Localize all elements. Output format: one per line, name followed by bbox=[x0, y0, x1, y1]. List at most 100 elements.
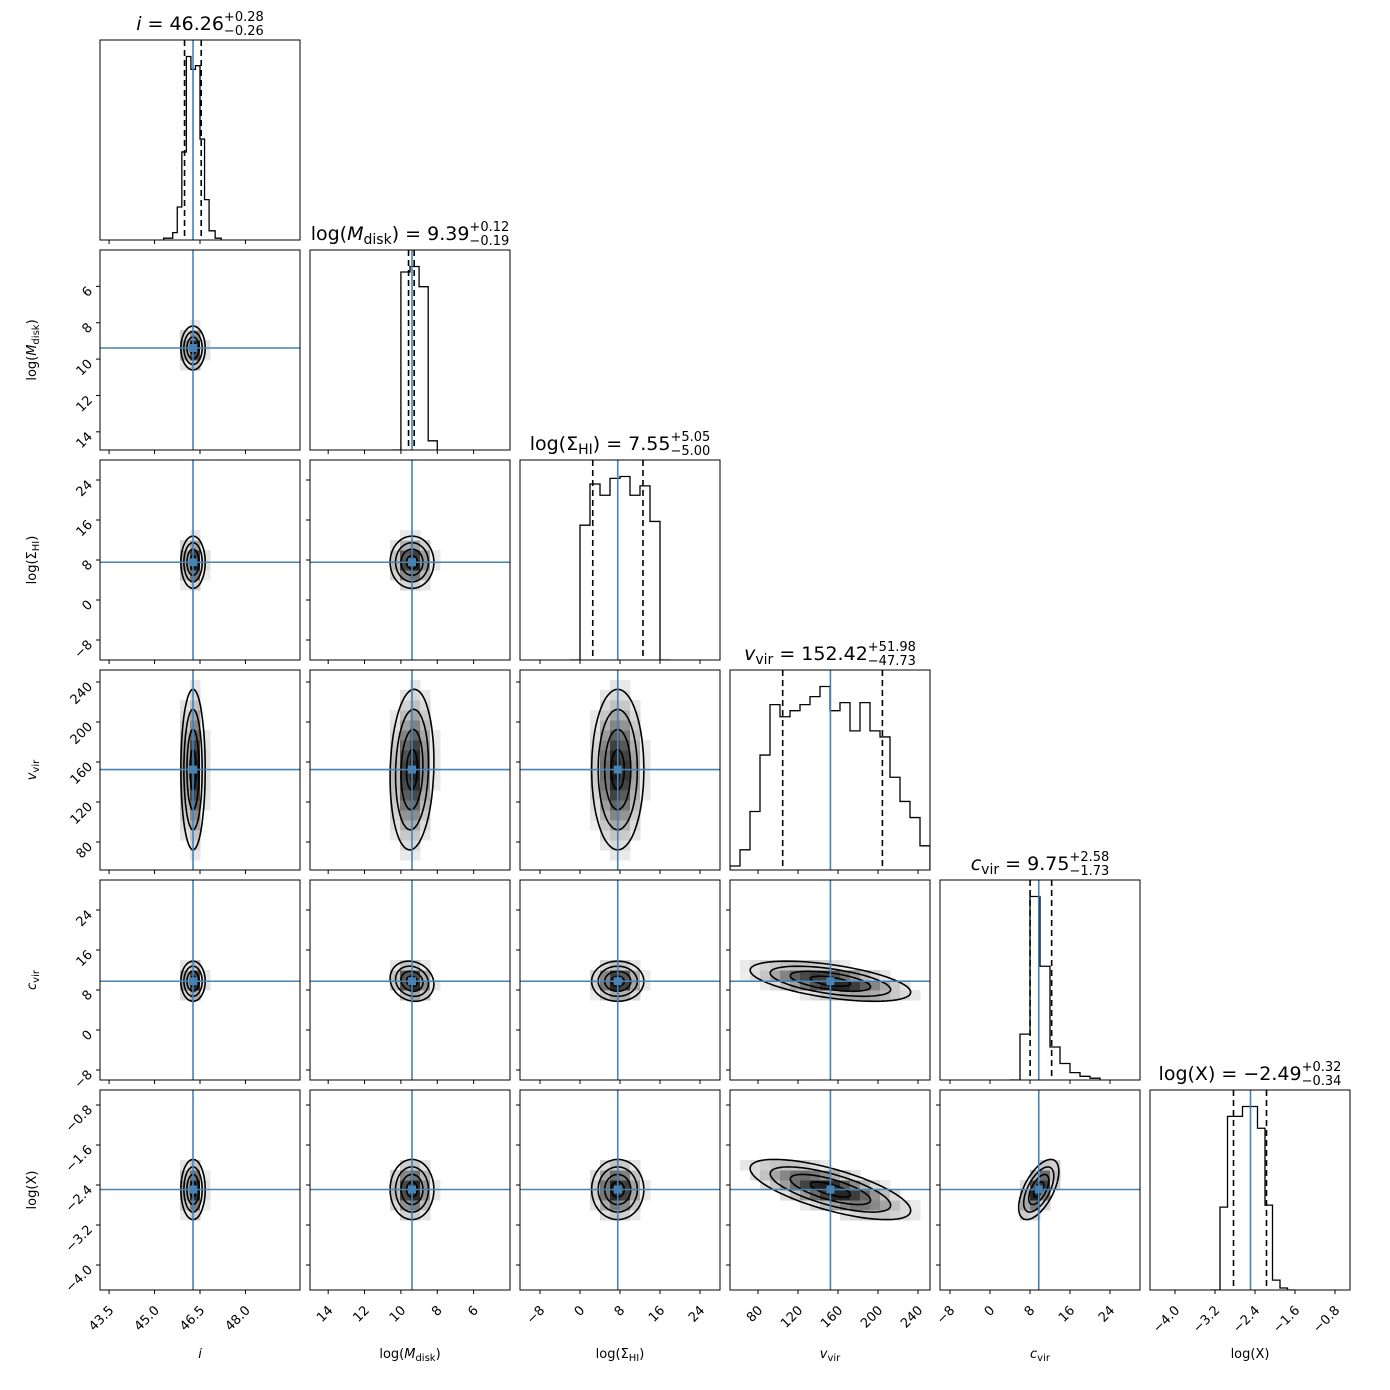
y-tick-label: −8 bbox=[72, 638, 96, 662]
contour-level-1 bbox=[405, 975, 419, 988]
panel-i-vs-c_vir: −8 0 8 16 24 cvir bbox=[25, 879, 301, 1092]
y-tick-label: −3.2 bbox=[63, 1223, 96, 1256]
truth-marker bbox=[408, 1185, 416, 1194]
x-tick-label: 24 bbox=[1096, 1303, 1118, 1325]
x-tick-label: 48.0 bbox=[223, 1303, 254, 1334]
title-i: i = 46.26+0.28 −0.26 bbox=[136, 10, 264, 39]
x-tick-label: −0.8 bbox=[1310, 1303, 1343, 1336]
contour-level-2 bbox=[603, 1173, 632, 1206]
contour-level-2 bbox=[603, 970, 632, 993]
panel-frame bbox=[309, 249, 511, 451]
x-axis-label-i: i bbox=[198, 1347, 202, 1362]
contour-level-1 bbox=[405, 554, 419, 570]
panel-frame bbox=[309, 669, 511, 871]
truth-marker bbox=[613, 1185, 622, 1194]
contour-level-3 bbox=[394, 1166, 430, 1213]
x-tick-label: −3.2 bbox=[1190, 1303, 1223, 1336]
y-tick-label: −1.6 bbox=[63, 1143, 96, 1176]
y-tick-label: 160 bbox=[68, 760, 96, 788]
y-tick-label: −8 bbox=[72, 1068, 96, 1092]
contour-level-4 bbox=[389, 535, 435, 590]
svg-text:log(ΣHI) = 7.55+5.05−5.00: log(ΣHI) = 7.55+5.05 −5.00 bbox=[530, 430, 711, 459]
truth-marker bbox=[189, 765, 198, 774]
contour-level-1 bbox=[610, 1181, 626, 1198]
panel-log_Sigma_HI-vs-log_X: −8 0 8 16 24 log(ΣHI) bbox=[516, 1089, 721, 1364]
x-tick-label: 14 bbox=[314, 1303, 336, 1325]
panel-log_M_disk-vs-c_vir bbox=[306, 879, 511, 1084]
x-axis-label-log_X: log(X) bbox=[1231, 1347, 1270, 1362]
x-tick-label: −2.4 bbox=[1230, 1303, 1263, 1336]
x-tick-label: 16 bbox=[1056, 1303, 1078, 1325]
y-tick-label: 80 bbox=[74, 840, 96, 862]
panel-log_M_disk-vs-log_X: 14 12 10 8 6 log(Mdisk) bbox=[306, 1089, 511, 1364]
contour-level-2 bbox=[186, 728, 200, 811]
x-tick-label: 6 bbox=[465, 1303, 481, 1319]
x-tick-label: 16 bbox=[646, 1303, 668, 1325]
contour-level-3 bbox=[394, 541, 430, 583]
panel-frame bbox=[309, 1089, 511, 1291]
x-tick-label: −4.0 bbox=[1150, 1303, 1183, 1336]
x-axis-label-v_vir: vvir bbox=[820, 1347, 841, 1364]
y-tick-label: 8 bbox=[79, 558, 95, 574]
contour-level-2 bbox=[603, 728, 632, 811]
contour-level-1 bbox=[610, 748, 626, 791]
contour-level-3 bbox=[183, 1166, 204, 1213]
y-tick-label: 200 bbox=[68, 720, 96, 748]
svg-text:i: i bbox=[198, 1347, 202, 1362]
histogram-step bbox=[570, 475, 670, 660]
svg-text:cvir = 9.75+2.58−1.73: cvir = 9.75+2.58 −1.73 bbox=[971, 850, 1110, 879]
svg-text:cvir: cvir bbox=[1030, 1347, 1051, 1364]
svg-text:log(ΣHI): log(ΣHI) bbox=[596, 1347, 645, 1364]
x-tick-label: 43.5 bbox=[86, 1303, 117, 1334]
x-tick-label: 120 bbox=[778, 1303, 806, 1331]
svg-text:log(X): log(X) bbox=[1231, 1347, 1270, 1362]
y-tick-label: 24 bbox=[74, 908, 96, 930]
y-axis-label-c_vir: cvir bbox=[25, 969, 42, 990]
x-tick-label: 24 bbox=[686, 1303, 708, 1325]
y-tick-label: −0.8 bbox=[63, 1103, 96, 1136]
y-tick-label: 16 bbox=[74, 518, 96, 540]
contour-level-3 bbox=[183, 330, 204, 366]
contour-level-4 bbox=[389, 688, 435, 851]
svg-text:log(Mdisk) = 9.39+0.12−0.19: log(Mdisk) = 9.39+0.12 −0.19 bbox=[311, 220, 510, 249]
x-tick-label: 0 bbox=[982, 1303, 998, 1319]
panel-i-vs-v_vir: 80 120 160 200 240 vvir bbox=[25, 669, 301, 874]
truth-marker bbox=[408, 558, 416, 567]
x-tick-label: 8 bbox=[1022, 1303, 1038, 1319]
svg-text:vvir: vvir bbox=[820, 1347, 841, 1364]
svg-text:i = 46.26+0.28−0.26: i = 46.26+0.28 −0.26 bbox=[136, 10, 264, 39]
panel-v_vir-vs-c_vir bbox=[726, 879, 931, 1084]
truth-marker bbox=[408, 765, 416, 774]
panel-log_M_disk-hist: log(Mdisk) = 9.39+0.12 −0.19 bbox=[309, 220, 511, 454]
x-tick-label: 0 bbox=[572, 1303, 588, 1319]
histogram-step bbox=[1010, 895, 1101, 1080]
panel-i-vs-log_M_disk: 14 12 10 8 6 log(Mdisk) bbox=[25, 249, 301, 454]
svg-text:vvir = 152.42+51.98−47.73: vvir = 152.42+51.98 −47.73 bbox=[744, 640, 916, 669]
truth-marker bbox=[826, 1185, 835, 1194]
x-tick-label: 45.0 bbox=[132, 1303, 163, 1334]
x-axis-label-c_vir: cvir bbox=[1030, 1347, 1051, 1364]
panel-log_M_disk-vs-v_vir bbox=[306, 669, 511, 874]
contour-level-4 bbox=[389, 960, 435, 1003]
contour-level-1 bbox=[405, 748, 419, 791]
contour-level-3 bbox=[1022, 1166, 1055, 1213]
contour-level-2 bbox=[186, 336, 200, 360]
y-axis-label-log_M_disk: log(Mdisk) bbox=[25, 319, 42, 380]
contour-level-2 bbox=[400, 548, 424, 577]
panel-frame bbox=[519, 459, 721, 661]
contour-level-2 bbox=[400, 970, 424, 993]
truth-marker bbox=[1034, 1185, 1043, 1194]
contour-level-4 bbox=[389, 1158, 435, 1221]
truth-marker bbox=[189, 344, 198, 352]
contour-level-4 bbox=[180, 325, 207, 371]
y-tick-label: 240 bbox=[68, 680, 96, 708]
contour-level-3 bbox=[183, 541, 204, 583]
contour-level-3 bbox=[394, 965, 430, 998]
histogram-step bbox=[391, 265, 438, 450]
panel-log_M_disk-vs-log_Sigma_HI bbox=[306, 459, 511, 664]
contour-level-4 bbox=[590, 1158, 645, 1221]
svg-text:log(Mdisk): log(Mdisk) bbox=[379, 1347, 440, 1364]
y-tick-label: 12 bbox=[74, 393, 96, 415]
panel-frame bbox=[729, 879, 931, 1081]
